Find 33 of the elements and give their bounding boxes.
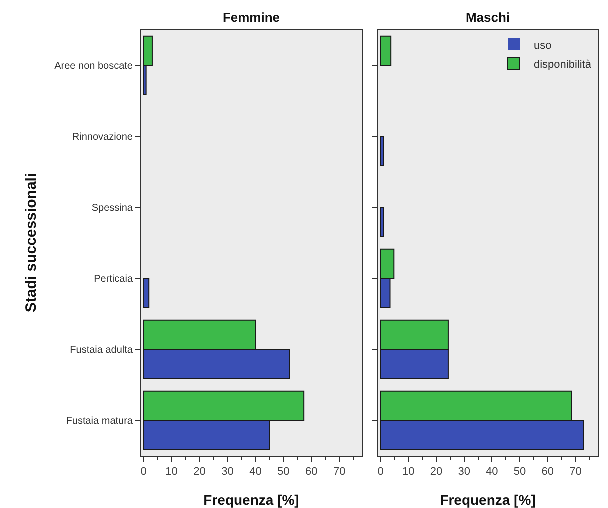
y-tick-label: Fustaia adulta (70, 345, 134, 356)
chart-title: Femmine (222, 10, 280, 26)
bar (380, 136, 384, 166)
x-tick-label: 20 (430, 466, 443, 478)
y-axis-title: Stadi successionali (22, 173, 40, 313)
x-axis-title: Frequenza [%] (440, 492, 536, 508)
x-tick-label: 30 (222, 466, 234, 478)
bar (380, 207, 384, 238)
x-tick-label: 40 (250, 466, 262, 478)
x-tick-label: 70 (570, 466, 582, 478)
x-tick-label: 60 (306, 466, 318, 478)
x-tick-label: 40 (486, 466, 498, 478)
x-tick-label: 30 (458, 466, 470, 478)
x-tick-label: 10 (402, 466, 415, 478)
x-tick-label: 0 (140, 466, 147, 478)
legend-label: uso (534, 40, 552, 52)
y-tick-label: Rinnovazione (72, 132, 134, 143)
x-tick-label: 70 (333, 466, 346, 478)
x-tick-label: 0 (378, 466, 384, 478)
y-tick-label: Fustaia matura (66, 416, 134, 427)
x-tick-label: 20 (194, 466, 206, 478)
x-tick-label: 10 (166, 466, 178, 478)
x-axis-title: Frequenza [%] (204, 492, 300, 508)
y-tick-label: Spessina (92, 203, 134, 214)
x-tick-label: 50 (278, 466, 290, 478)
legend-label: disponibilità (534, 58, 592, 71)
bar (143, 278, 150, 308)
bar (380, 36, 392, 66)
y-tick-label: Aree non boscate (54, 61, 134, 72)
chart-title: Maschi (466, 10, 510, 26)
x-tick-label: 60 (542, 466, 554, 478)
x-tick-label: 50 (514, 466, 526, 478)
y-tick-label: Perticaia (94, 274, 134, 285)
